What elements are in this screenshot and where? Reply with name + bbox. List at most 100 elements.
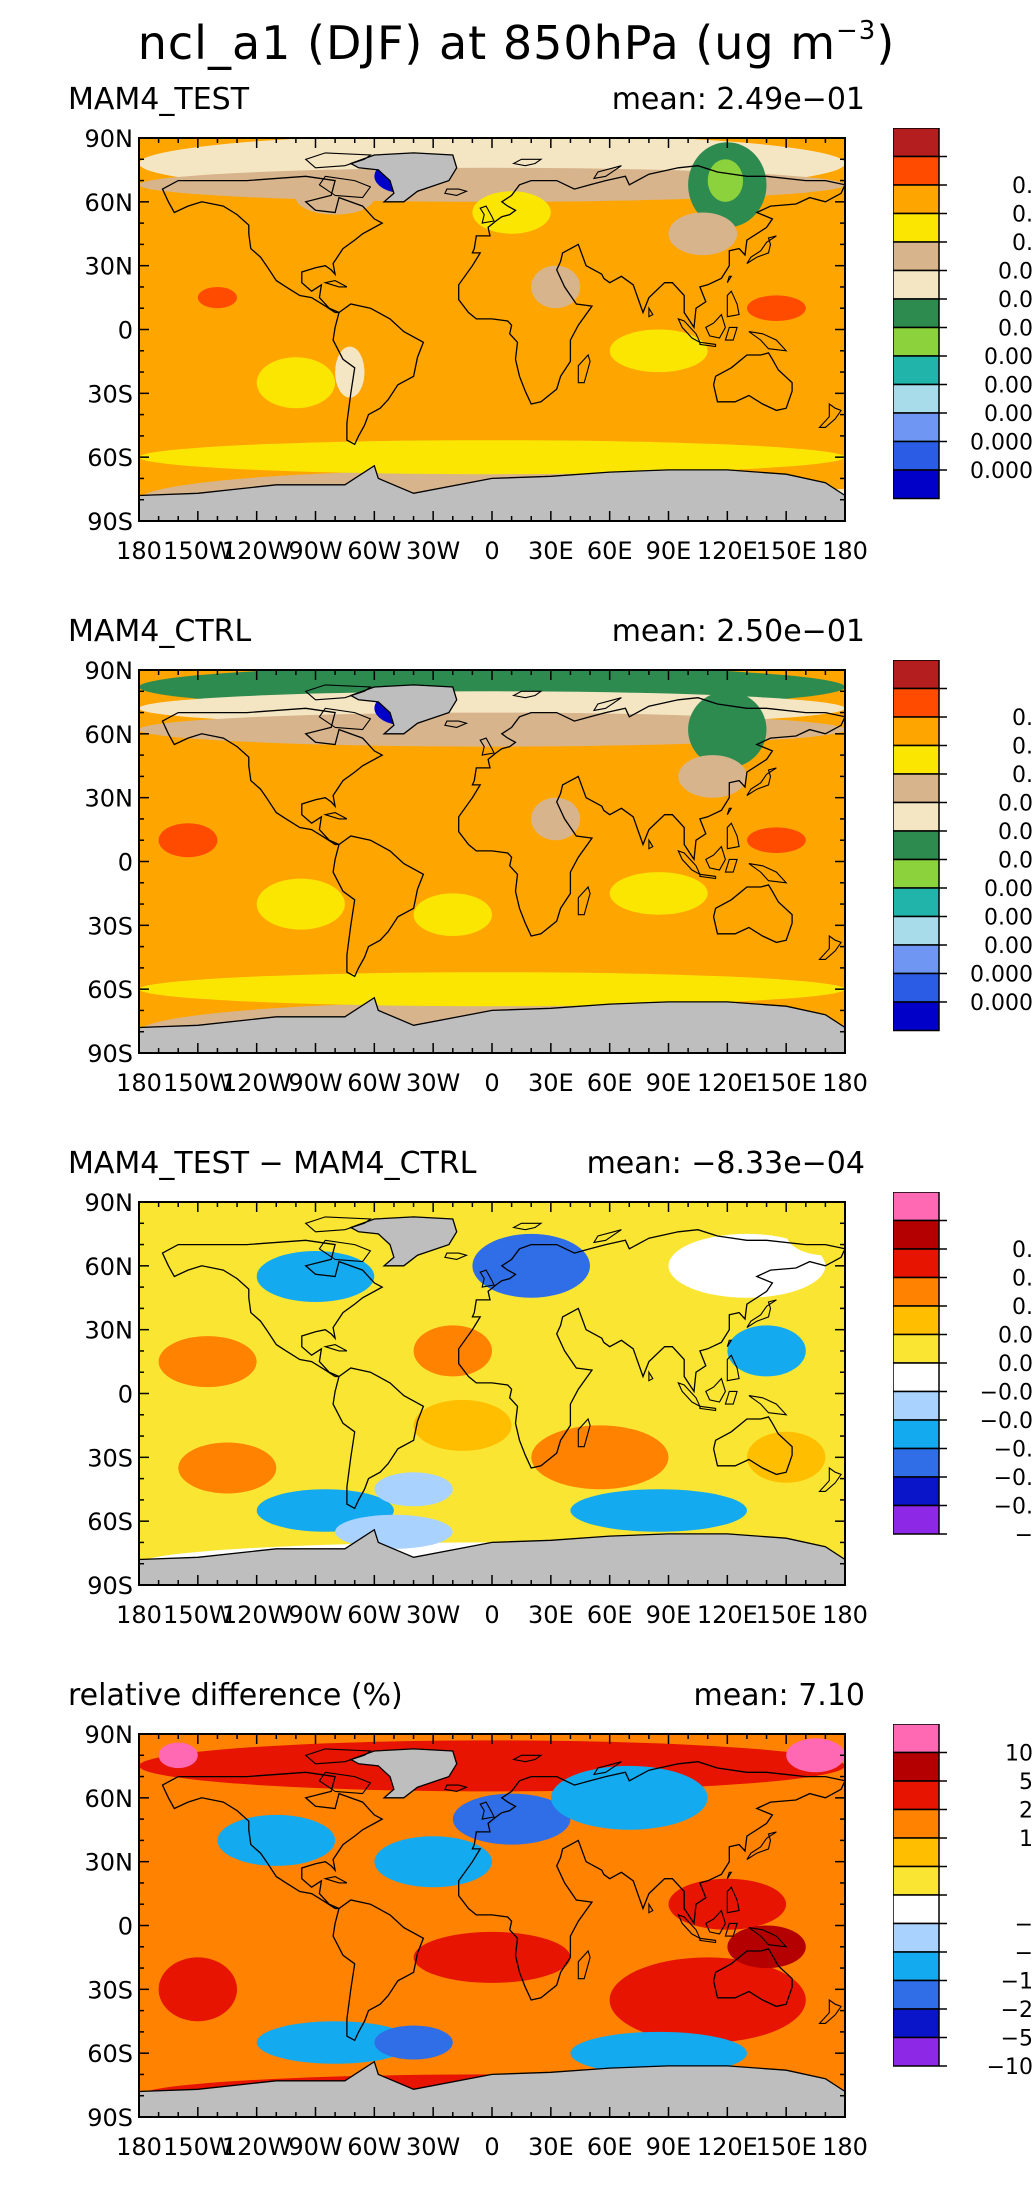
y-tick-label: 30N [85,1849,134,1877]
coastline-taiwan [726,807,733,815]
colorbar-box [893,1333,940,1364]
colorbar-box [893,1808,940,1839]
y-tick-label: 60N [85,189,134,217]
y-tick-label: 0 [118,1381,133,1409]
colorbar-box [893,1419,940,1450]
missing-data-antarctica [139,465,845,521]
coastline-borneo [705,1377,726,1403]
coastline-australia [712,352,793,412]
colorbar-label: 0.2 [1012,735,1033,760]
colorbar-label: −1 [1015,1523,1033,1548]
panel-title: relative difference (%) [68,1678,403,1713]
x-tick-label: 120W [222,537,292,565]
panel-test: MAM4_TEST mean: 2.49e−01 180 150W 120W 90W 6… [0,80,1033,610]
colorbar-box [893,155,940,186]
coastline-greenland [349,684,458,735]
x-tick-label: 30W [406,537,460,565]
coastline-baffin [318,1239,372,1263]
x-tick-label: 150W [163,1601,233,1629]
x-tick-label: 90E [646,537,692,565]
x-tick-label: 30W [406,1601,460,1629]
colorbar: 10050201052−2−5−10−20−50−100 [893,1724,1033,2080]
colorbar-label: 0.05 [998,792,1033,817]
colorbar-label: −0.1 [994,1438,1033,1463]
colorbar-label: 0.0005 [970,963,1033,988]
x-tick-label: 0 [484,1069,499,1097]
x-tick-label: 60E [587,537,633,565]
x-tick-label: 180 [116,537,162,565]
x-tick-label: 180 [116,1601,162,1629]
coastline-taiwan [726,275,733,283]
x-tick-label: 90W [288,1069,342,1097]
colorbar-box [893,440,940,471]
colorbar-label: 0.02 [998,288,1033,313]
coastline-taiwan [726,1339,733,1347]
coastline-novaya-zemlya [592,1761,622,1776]
coastline-madagascar [577,1417,591,1448]
x-tick-label: 30W [406,1069,460,1097]
panel-mean: mean: 7.10 [693,1678,865,1713]
colorbar-box [893,1724,940,1754]
coastline-svalbard [511,1222,543,1231]
colorbar-box [893,887,940,918]
colorbar-label: 50 [1019,1770,1033,1795]
x-tick-label: 60W [347,2133,401,2161]
colorbar-box [893,1305,940,1336]
contour-region [747,295,806,321]
contour-region [472,1233,590,1298]
coastline-borneo [705,845,726,871]
coastline-greenland [349,152,458,203]
coastline-philippines [726,1886,740,1914]
colorbar-label: 0.5 [1012,706,1033,731]
coastline-sulawesi [724,1390,738,1405]
contour-region [668,212,738,256]
colorbar-box [893,687,940,718]
coastline-north-america [161,707,384,846]
colorbar-box [893,212,940,243]
contour-region [256,2021,414,2064]
colorbar-box [893,858,940,889]
colorbar-box [893,2036,940,2067]
x-tick-label: 30E [528,1069,574,1097]
panel-mean: mean: −8.33e−04 [586,1146,865,1181]
contour-region [217,1814,336,1866]
x-tick-label: 120W [222,1601,292,1629]
coastline-north-america [161,175,384,314]
contour-region [531,265,581,309]
coastline-java [699,1937,717,1944]
y-tick-label: 90N [85,657,134,685]
coastline-iceland [444,188,469,196]
contour-region [688,691,767,768]
panel-title: MAM4_TEST [68,82,250,117]
coastline-south-america [332,303,425,446]
x-tick-label: 30E [528,537,574,565]
y-tick-label: 30N [85,1317,134,1345]
x-tick-label: 180 [116,1069,162,1097]
colorbar-box [893,128,940,158]
coastline-japan [746,767,777,796]
colorbar: 10.50.20.10.050.020.010.0050.0020.0010.0… [893,660,1033,1032]
field [139,138,845,521]
coastline-japan [746,235,777,264]
coastline-cuba [323,1344,348,1352]
x-tick-label: 150W [163,1069,233,1097]
x-tick-label: 60W [347,537,401,565]
contour-region [158,1957,237,2022]
coastline-borneo [705,1909,726,1935]
colorbar-box [893,773,940,804]
colorbar-label: −20 [1001,1998,1033,2023]
colorbar-box [893,326,940,357]
coastline-cuba [323,1876,348,1884]
x-tick-label: 30E [528,1601,574,1629]
x-tick-label: 180 [822,537,868,565]
coastline-new-guinea [748,1395,788,1416]
panel-mean: mean: 2.49e−01 [611,82,865,117]
contour-region [727,1325,806,1377]
colorbar-box [893,355,940,386]
colorbar-label: 0.01 [998,849,1033,874]
x-tick-label: 180 [822,2133,868,2161]
panel-title: MAM4_CTRL [68,614,252,649]
missing-data-greenland [350,152,457,202]
colorbar-box [893,383,940,414]
y-tick-label: 30S [87,912,133,940]
